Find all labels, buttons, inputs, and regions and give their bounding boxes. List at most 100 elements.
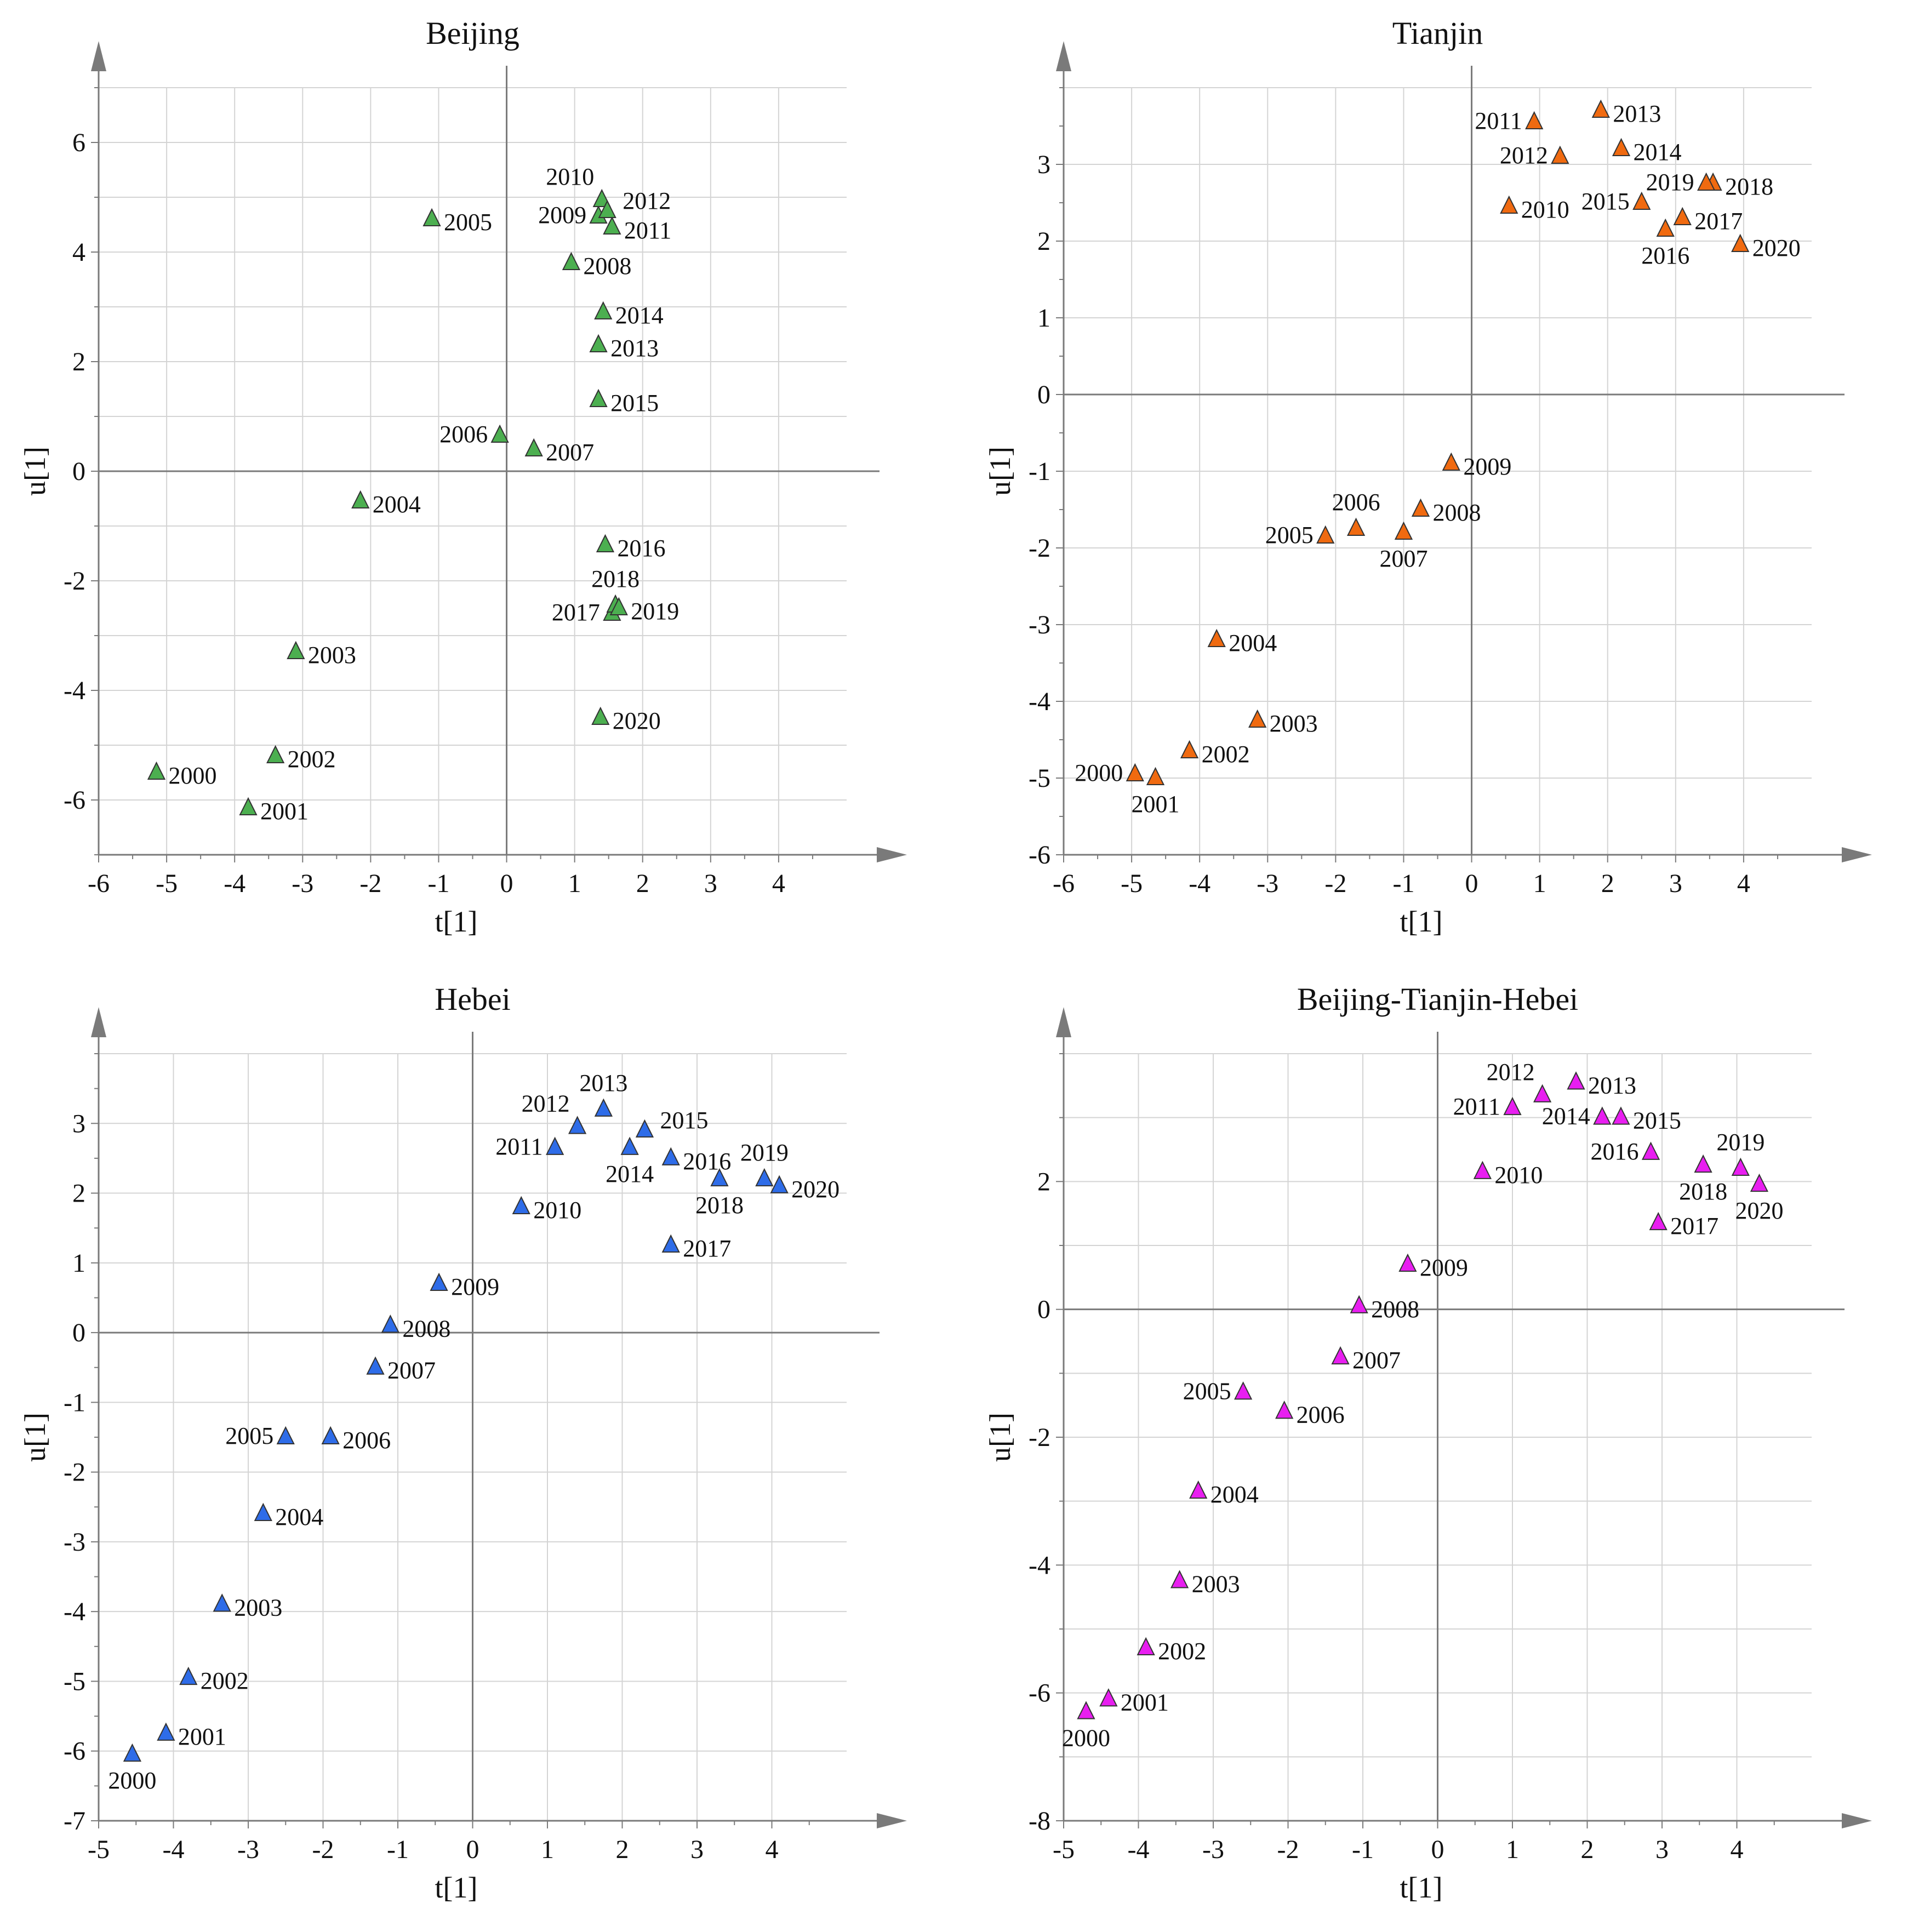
point-label-2019: 2019 (631, 598, 679, 625)
point-label-2001: 2001 (1132, 791, 1180, 818)
x-tick-label: -2 (1277, 1835, 1299, 1864)
point-label-2009: 2009 (1463, 453, 1511, 480)
point-marker-2002 (179, 1666, 198, 1685)
point-label-2013: 2013 (1588, 1072, 1636, 1099)
point-marker-2005 (422, 208, 441, 226)
point-label-2011: 2011 (624, 217, 671, 244)
point-marker-2001 (1146, 767, 1165, 785)
x-tick-label: 1 (1506, 1835, 1519, 1864)
point-label-2006: 2006 (439, 421, 488, 448)
point-label-2004: 2004 (373, 491, 421, 518)
x-tick-label: -5 (88, 1835, 110, 1864)
point-label-2019: 2019 (1716, 1129, 1765, 1156)
point-marker-2009 (430, 1272, 448, 1291)
point-marker-2019 (1731, 1157, 1750, 1176)
chart-beijing-tianjin-hebei: -5 -4 -3 -2 -1 0 1 2 3 4 -8 -6 -4 -2 0 2 Beijing-Tianjin… (984, 981, 1872, 1904)
y-axis-arrow (1056, 1007, 1071, 1037)
point-label-2013: 2013 (579, 1070, 627, 1096)
chart-title: Hebei (435, 981, 511, 1017)
point-label-2000: 2000 (1075, 759, 1123, 786)
point-label-2002: 2002 (288, 746, 336, 773)
point-label-2010: 2010 (533, 1197, 581, 1224)
y-tick-label: -3 (1029, 610, 1050, 639)
point-marker-2004 (254, 1502, 272, 1521)
point-label-2007: 2007 (387, 1357, 436, 1384)
point-label-2009: 2009 (451, 1273, 499, 1300)
point-marker-2001 (157, 1722, 175, 1741)
point-marker-2005 (1234, 1381, 1253, 1400)
point-marker-2008 (1350, 1295, 1368, 1313)
point-label-2013: 2013 (610, 335, 659, 362)
point-label-2000: 2000 (168, 762, 216, 789)
point-label-2014: 2014 (1634, 139, 1682, 165)
point-label-2014: 2014 (615, 302, 664, 329)
y-axis-arrow (91, 41, 106, 71)
x-tick-label: -5 (1121, 869, 1143, 898)
point-label-2014: 2014 (606, 1161, 654, 1187)
point-marker-2006 (321, 1426, 340, 1444)
chart-beijing: -6 -5 -4 -3 -2 -1 0 1 2 3 4 -6 -4 -2 0 2 4 6 Beijing t[1] u[… (19, 15, 907, 938)
point-label-2006: 2006 (342, 1427, 391, 1454)
point-label-2008: 2008 (1432, 499, 1481, 526)
point-label-2001: 2001 (178, 1723, 226, 1750)
x-tick-label: 0 (1465, 869, 1478, 898)
y-tick-label: -7 (64, 1807, 85, 1836)
point-label-2001: 2001 (1121, 1689, 1169, 1716)
x-tick-label: -4 (1128, 1835, 1150, 1864)
point-marker-2015 (1632, 191, 1651, 210)
point-label-2005: 2005 (444, 209, 492, 236)
y-tick-label: 4 (72, 238, 85, 267)
y-tick-label: 0 (1037, 1295, 1050, 1324)
point-marker-2010 (1500, 195, 1518, 214)
point-marker-2002 (1137, 1637, 1155, 1655)
point-marker-2000 (1126, 763, 1144, 781)
point-marker-2004 (1189, 1480, 1208, 1499)
point-marker-2002 (1180, 740, 1199, 758)
y-axis-arrow (91, 1007, 106, 1037)
point-label-2003: 2003 (234, 1594, 282, 1621)
y-tick-label: 3 (72, 1109, 85, 1138)
y-tick-label: -4 (64, 1597, 85, 1626)
x-tick-label: 4 (772, 869, 785, 898)
point-marker-2008 (1411, 498, 1430, 517)
point-label-2018: 2018 (695, 1192, 744, 1219)
point-marker-2019 (609, 597, 628, 615)
point-marker-2001 (1099, 1688, 1118, 1707)
point-label-2007: 2007 (546, 439, 594, 466)
point-marker-2003 (1170, 1570, 1189, 1588)
point-marker-2020 (1750, 1173, 1769, 1192)
y-tick-label: -6 (64, 1737, 85, 1766)
x-tick-label: -5 (1053, 1835, 1075, 1864)
y-tick-label: -2 (64, 567, 85, 596)
point-marker-2012 (1533, 1084, 1552, 1102)
y-tick-label: -4 (1029, 1551, 1050, 1580)
point-marker-2017 (661, 1234, 680, 1253)
chart-title: Beijing-Tianjin-Hebei (1297, 981, 1578, 1017)
y-tick-label: 2 (1037, 227, 1050, 256)
point-marker-2014 (1593, 1106, 1612, 1125)
point-label-2011: 2011 (495, 1133, 543, 1160)
point-marker-2017 (1649, 1211, 1668, 1231)
x-tick-label: 4 (1731, 1835, 1744, 1864)
point-label-2012: 2012 (1500, 142, 1548, 169)
point-label-2018: 2018 (1679, 1178, 1727, 1205)
point-label-2015: 2015 (660, 1107, 708, 1134)
point-marker-2008 (381, 1314, 399, 1333)
point-marker-2012 (568, 1116, 587, 1134)
x-tick-label: 0 (466, 1835, 479, 1864)
point-label-2005: 2005 (1265, 522, 1314, 548)
point-marker-2017 (1673, 207, 1692, 225)
panel-tianjin: -6 -5 -4 -3 -2 -1 0 1 2 3 4 -6 -5 -4 -3 -2 -1 0 1 2 3 Tianjin… (965, 0, 1930, 966)
point-label-2016: 2016 (617, 535, 665, 562)
point-marker-2018 (1694, 1154, 1712, 1173)
y-tick-label: -1 (1029, 457, 1050, 486)
point-marker-2009 (1442, 452, 1460, 471)
y-tick-label: 0 (72, 1318, 85, 1347)
x-tick-label: -1 (427, 869, 449, 898)
y-tick-label: 2 (72, 347, 85, 376)
point-marker-2000 (147, 761, 166, 780)
x-tick-label: -1 (1392, 869, 1414, 898)
point-label-2019: 2019 (740, 1139, 789, 1166)
point-marker-2002 (266, 745, 285, 763)
point-label-2020: 2020 (613, 707, 661, 734)
